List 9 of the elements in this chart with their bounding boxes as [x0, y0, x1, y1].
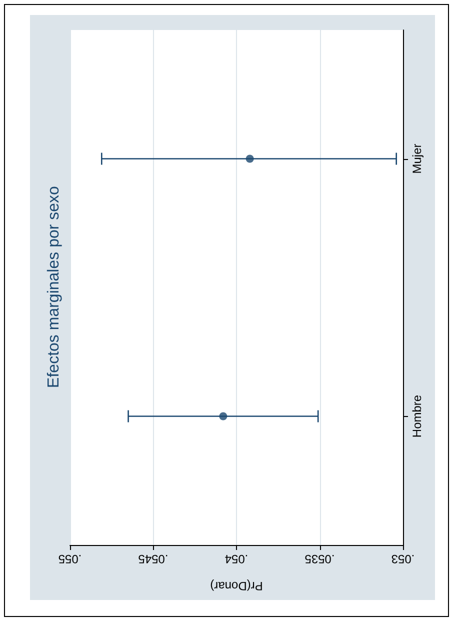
x-tick-label: .0535 — [304, 552, 335, 566]
x-tick-label: .054 — [224, 552, 248, 566]
y-tick-label: Hombre — [410, 394, 424, 438]
text: Efectos marginales por sexo — [46, 186, 62, 388]
x-tick-label: .055 — [58, 552, 82, 566]
x-tick-label: .053 — [391, 552, 415, 566]
y-tick-label: Mujer — [410, 144, 424, 174]
x-axis-title: Pr(Donar) — [210, 579, 263, 593]
x-tick-label: .0545 — [138, 552, 168, 566]
